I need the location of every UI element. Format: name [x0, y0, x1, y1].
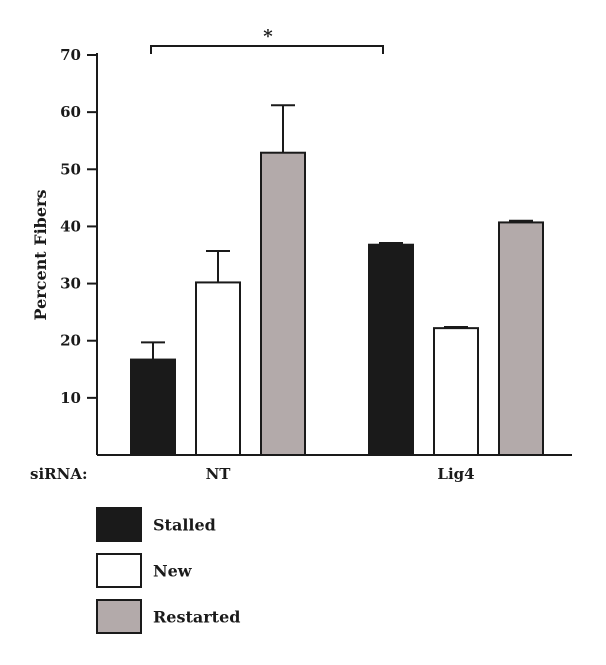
significance-bracket — [150, 45, 384, 54]
y-tick-label-30: 30 — [60, 275, 81, 293]
legend-swatch-restarted — [96, 599, 142, 634]
bar-nt-new — [195, 281, 241, 456]
y-tick-label-40: 40 — [60, 217, 81, 235]
y-axis-title: Percent Fibers — [31, 190, 50, 321]
y-tick-label-60: 60 — [60, 103, 81, 121]
legend-swatch-stalled — [96, 507, 142, 542]
group-axis-label: siRNA: — [30, 465, 88, 483]
legend-label-stalled: Stalled — [153, 516, 216, 535]
y-tick-label-20: 20 — [60, 332, 81, 350]
bar-lig4-restarted — [498, 221, 544, 456]
legend-label-restarted: Restarted — [153, 608, 240, 627]
category-label-nt: NT — [206, 465, 232, 483]
y-tick-label-50: 50 — [60, 160, 81, 178]
legend-label-new: New — [153, 562, 193, 581]
bar-lig4-stalled — [368, 243, 414, 456]
bar-nt-stalled — [130, 358, 176, 457]
category-label-lig4: Lig4 — [437, 465, 474, 483]
y-tick-label-10: 10 — [60, 389, 81, 407]
bar-nt-restarted — [260, 151, 306, 456]
bar-lig4-new — [433, 327, 479, 456]
significance-label: * — [263, 26, 273, 47]
legend-swatch-new — [96, 553, 142, 588]
y-tick-label-70: 70 — [60, 46, 81, 64]
